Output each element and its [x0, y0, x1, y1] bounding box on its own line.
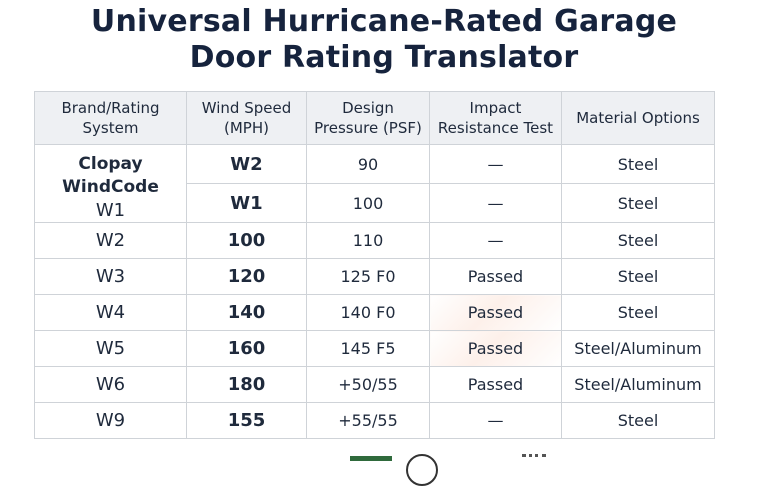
page-title-line-2: Door Rating Translator [189, 40, 579, 75]
table-row: W5 160 145 F5 Passed Steel/Aluminum [34, 330, 715, 367]
impact-cell: — [429, 144, 562, 184]
impact-cell: Passed [429, 330, 562, 367]
design-pressure-cell: +55/55 [306, 402, 430, 439]
impact-cell: Passed [429, 258, 562, 295]
design-pressure-cell: 100 [306, 183, 430, 223]
impact-cell: — [429, 183, 562, 223]
wind-speed-cell: W2 [186, 144, 307, 184]
wind-speed-cell: 155 [186, 402, 307, 439]
table-row: W9 155 +55/55 — Steel [34, 402, 715, 439]
header-design-pressure: Design Pressure (PSF) [306, 91, 430, 145]
brand-cell: W5 [34, 330, 187, 367]
brand-cell: W4 [34, 294, 187, 331]
impact-cell: — [429, 402, 562, 439]
material-cell: Steel [561, 402, 715, 439]
brand-cell-clopay-windcode: Clopay WindCode W1 [34, 144, 187, 223]
brand-name: Clopay [78, 154, 143, 174]
header-material-options: Material Options [561, 91, 715, 145]
table-row: W2 100 110 — Steel [34, 222, 715, 259]
table-header-row: Brand/Rating System Wind Speed (MPH) Des… [34, 91, 715, 145]
header-brand-rating-system: Brand/Rating System [34, 91, 187, 145]
footer-logos [350, 452, 550, 486]
dotted-emblem-logo [522, 454, 546, 464]
wind-speed-cell: 180 [186, 366, 307, 403]
header-wind-speed: Wind Speed (MPH) [186, 91, 307, 145]
design-pressure-cell: 145 F5 [306, 330, 430, 367]
wind-speed-cell: 160 [186, 330, 307, 367]
brand-system: WindCode [62, 177, 159, 197]
green-badge-logo [350, 456, 392, 461]
material-cell: Steel/Aluminum [561, 366, 715, 403]
brand-cell: W6 [34, 366, 187, 403]
wind-speed-cell: 100 [186, 222, 307, 259]
circle-seal-logo [406, 454, 438, 486]
impact-cell: Passed [429, 366, 562, 403]
brand-cell: W2 [34, 222, 187, 259]
impact-cell: — [429, 222, 562, 259]
brand-cell: W3 [34, 258, 187, 295]
design-pressure-cell: +50/55 [306, 366, 430, 403]
header-impact-resistance: Impact Resistance Test [429, 91, 562, 145]
page-title: Universal Hurricane-Rated Garage Door Ra… [0, 4, 768, 76]
material-cell: Steel [561, 183, 715, 223]
table-row: W6 180 +50/55 Passed Steel/Aluminum [34, 366, 715, 403]
wind-speed-cell: W1 [186, 183, 307, 223]
impact-cell: Passed [429, 294, 562, 331]
table-row: W1 100 — Steel [35, 183, 715, 223]
table-row: W3 120 125 F0 Passed Steel [34, 258, 715, 295]
page-title-line-1: Universal Hurricane-Rated Garage [90, 4, 678, 39]
design-pressure-cell: 125 F0 [306, 258, 430, 295]
material-cell: Steel/Aluminum [561, 330, 715, 367]
rating-table: Brand/Rating System Wind Speed (MPH) Des… [34, 91, 715, 439]
brand-rating-w1: W1 [95, 200, 126, 221]
design-pressure-cell: 90 [306, 144, 430, 184]
material-cell: Steel [561, 258, 715, 295]
material-cell: Steel [561, 294, 715, 331]
wind-speed-cell: 140 [186, 294, 307, 331]
material-cell: Steel [561, 144, 715, 184]
material-cell: Steel [561, 222, 715, 259]
table-row: W4 140 140 F0 Passed Steel [34, 294, 715, 331]
brand-cell: W9 [34, 402, 187, 439]
design-pressure-cell: 110 [306, 222, 430, 259]
wind-speed-cell: 120 [186, 258, 307, 295]
table-row: Clopay WindCode W1 W2 90 — Steel [34, 144, 715, 223]
design-pressure-cell: 140 F0 [306, 294, 430, 331]
